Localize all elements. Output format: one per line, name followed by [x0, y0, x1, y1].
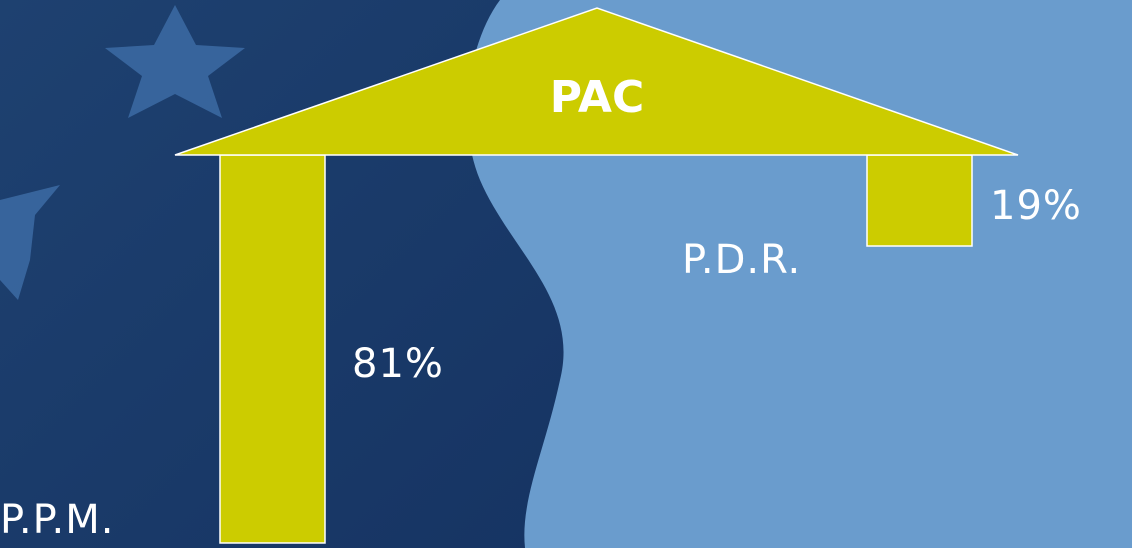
value-label: 81% — [352, 341, 444, 387]
chart-title: PAC — [550, 72, 645, 123]
category-label: P.P.M. — [0, 497, 114, 543]
page: P.P.M.81%P.D.R.19%PAC (() => { const dat… — [0, 0, 1132, 548]
category-label: P.D.R. — [682, 237, 801, 283]
bar — [220, 155, 325, 543]
bar — [867, 155, 972, 246]
value-label: 19% — [990, 183, 1082, 229]
chart: P.P.M. 81% P.D.R. 19% PAC — [0, 0, 1132, 548]
